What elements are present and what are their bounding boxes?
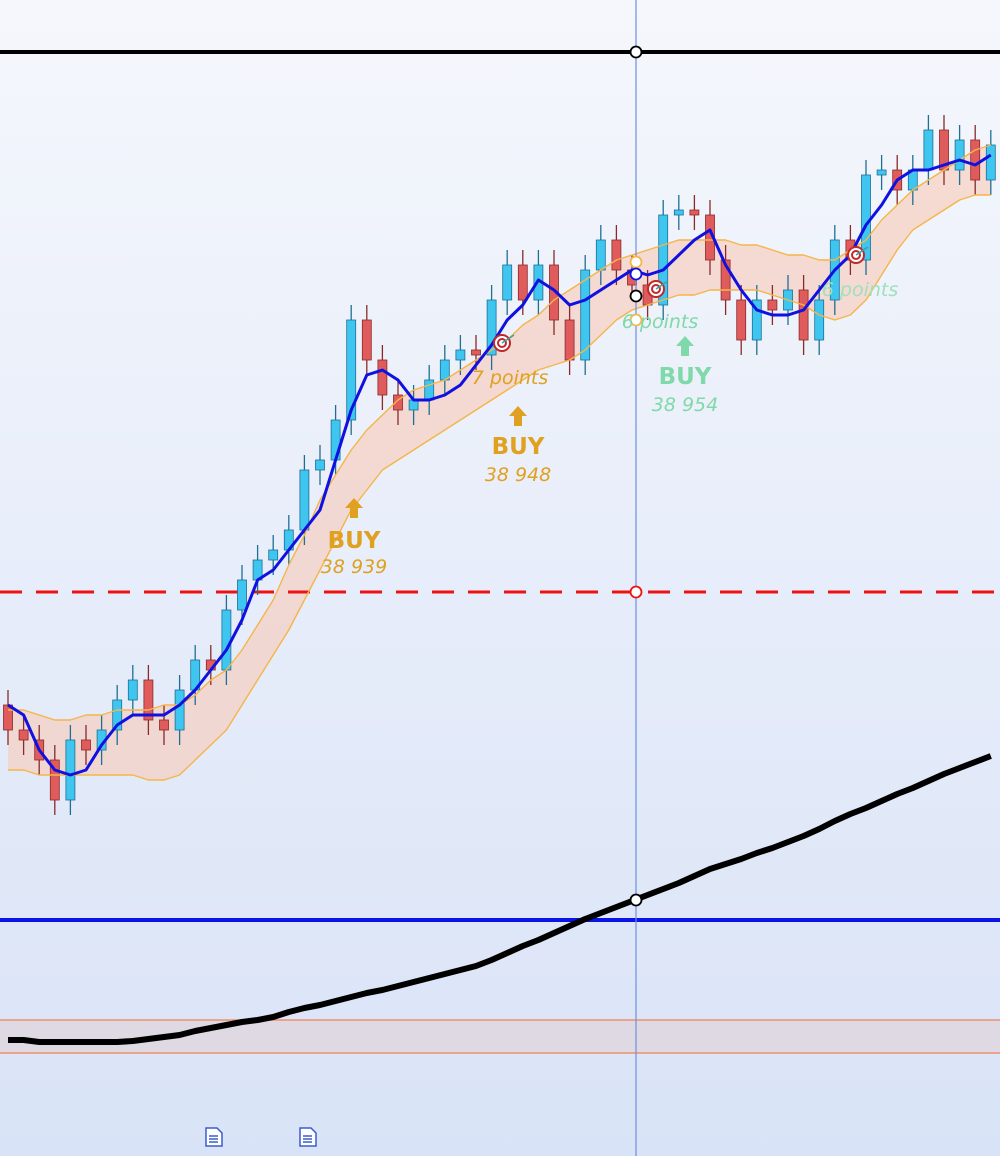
candle-body: [268, 549, 279, 561]
indicator-line: [8, 753, 992, 1045]
crosshair-marker: [629, 45, 643, 59]
candle-body: [112, 699, 123, 731]
signal-price: 38 954: [652, 394, 718, 416]
candle-body: [595, 239, 606, 271]
candle-body: [502, 264, 513, 301]
candle-body: [736, 299, 747, 341]
candle-body: [299, 469, 310, 531]
candle-body: [923, 129, 934, 171]
candle-body: [564, 319, 575, 361]
candle-body: [221, 609, 232, 671]
indicator-line: [7, 153, 992, 777]
candle-body: [81, 739, 91, 751]
candle-body: [814, 299, 825, 341]
candle-body: [689, 209, 700, 216]
candle-body: [471, 349, 481, 356]
candle-body: [876, 169, 887, 176]
indicator-line: [8, 194, 991, 781]
candle-body: [361, 319, 372, 361]
candle-body: [143, 679, 154, 721]
buy-arrow: [676, 336, 694, 356]
candle-body: [18, 729, 29, 741]
candle-body: [65, 739, 76, 801]
candle-body: [377, 359, 388, 396]
candle-body: [393, 394, 403, 411]
candle-body: [673, 209, 684, 216]
candle-body: [424, 379, 435, 401]
candle-body: [237, 579, 247, 611]
candle-body: [517, 264, 528, 301]
candle-body: [580, 269, 591, 361]
candle-body: [455, 349, 466, 361]
candle-body: [49, 759, 60, 801]
crosshair-marker: [629, 267, 643, 281]
signal-price: 38 948: [485, 464, 551, 486]
candle-body: [346, 319, 357, 421]
signal-points: 6 points: [822, 279, 899, 301]
crosshair-marker: [629, 585, 643, 599]
target-icon: [651, 284, 661, 294]
signal-price: 38 939: [321, 556, 387, 578]
signal-points: 6 points: [622, 311, 699, 333]
candle-body: [751, 299, 762, 341]
signal-label: BUY: [659, 364, 712, 390]
target-icon: [851, 250, 861, 260]
candle-body: [720, 259, 731, 301]
candle-body: [174, 689, 185, 731]
candle-body: [954, 139, 965, 171]
candle-body: [127, 679, 138, 701]
target-arrow: [855, 246, 869, 256]
doc-icon[interactable]: [299, 1127, 317, 1147]
signal-points: 7 points: [472, 367, 549, 389]
candle-body: [658, 214, 669, 306]
signal-label: BUY: [492, 434, 545, 460]
doc-icon[interactable]: [205, 1127, 223, 1147]
signal-label: BUY: [328, 528, 381, 554]
target-arrow: [655, 280, 669, 290]
crosshair-marker: [629, 893, 643, 907]
candle-body: [798, 289, 809, 341]
candle-body: [611, 239, 622, 271]
candle-body: [970, 139, 981, 181]
candle-body: [861, 174, 871, 261]
target-icon: [497, 338, 507, 348]
candle-body: [315, 459, 325, 471]
target-arrow: [501, 334, 515, 344]
candle-body: [767, 299, 778, 311]
crosshair-marker: [629, 289, 643, 303]
buy-arrow: [509, 406, 527, 426]
buy-arrow: [345, 498, 363, 518]
candle-body: [486, 299, 497, 356]
crosshair-marker: [629, 255, 643, 269]
candle-body: [439, 359, 450, 381]
crosshair-marker: [629, 313, 643, 327]
band: [8, 145, 991, 780]
candle-body: [985, 144, 996, 181]
candle-body: [159, 719, 169, 731]
